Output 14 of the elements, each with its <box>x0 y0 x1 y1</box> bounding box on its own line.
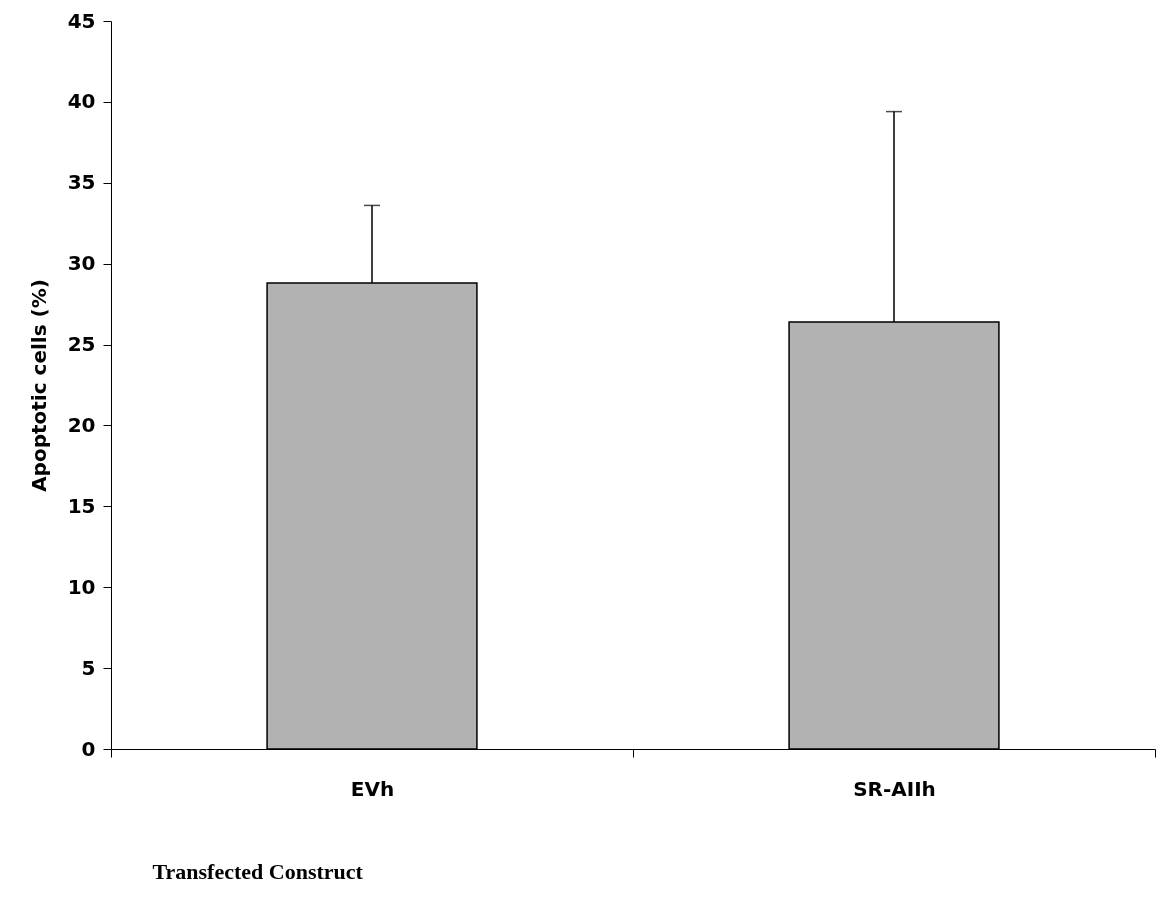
y-tick-label: 30 <box>67 251 96 276</box>
y-tick-label: 45 <box>67 8 96 33</box>
y-tick-label: 25 <box>67 332 96 357</box>
x-axis-title: Transfected Construct <box>152 858 364 884</box>
x-tick-label: EVh <box>350 776 395 801</box>
x-tick-label: SR-AIIh <box>853 776 936 801</box>
y-tick-label: 40 <box>67 89 96 114</box>
y-tick-label: 0 <box>81 736 96 761</box>
y-tick-label: 15 <box>67 493 96 518</box>
y-axis-title: Apoptotic cells (%) <box>26 279 51 492</box>
y-tick-label: 20 <box>67 412 96 437</box>
y-tick-label: 10 <box>67 574 96 599</box>
y-tick-label: 5 <box>81 655 96 680</box>
y-tick-label: 35 <box>67 170 96 195</box>
